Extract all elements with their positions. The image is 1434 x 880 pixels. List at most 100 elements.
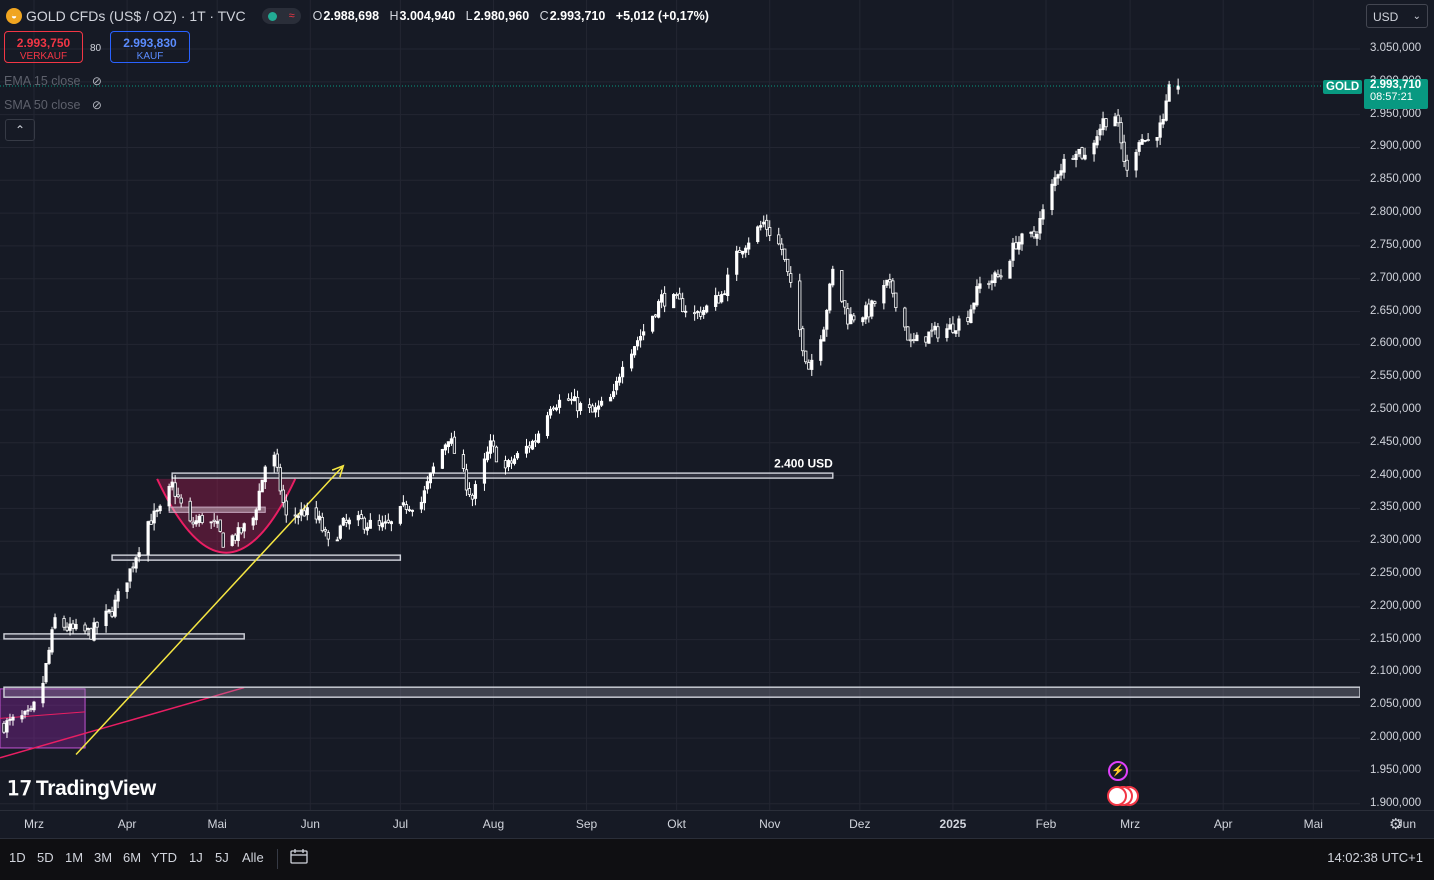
eye-hidden-icon[interactable]: ⊘ (91, 98, 102, 112)
candle-down (1104, 118, 1108, 128)
candle-up (299, 509, 303, 516)
candle-up (137, 552, 141, 558)
candle-down (566, 398, 571, 401)
candle-up (398, 506, 402, 524)
candle-up (536, 433, 541, 443)
candle-up (449, 438, 454, 444)
time-tick: Nov (759, 817, 781, 831)
candle-up (254, 509, 258, 521)
candle-down (765, 219, 769, 230)
range-button-5j[interactable]: 5J (215, 850, 229, 865)
time-tick: Apr (1213, 817, 1233, 831)
candle-up (927, 331, 931, 344)
price-tick: 2.350,000 (1370, 501, 1422, 514)
level-label: 2.400 USD (774, 457, 833, 471)
candle-down (491, 440, 496, 447)
candle-down (527, 445, 532, 449)
candle-up (1059, 170, 1063, 176)
ohlc-values: O2.988,698 H3.004,940 L2.980,960 C2.993,… (312, 9, 709, 23)
range-button-6m[interactable]: 6M (123, 850, 142, 865)
candlestick-chart[interactable]: 2.400 USD (0, 0, 1360, 810)
sell-button[interactable]: 2.993,750 VERKAUF (4, 31, 83, 63)
candle-up (260, 479, 264, 493)
chart-pane[interactable]: 2.400 USD (0, 0, 1360, 810)
candle-down (804, 350, 808, 363)
candle-up (735, 250, 739, 275)
range-button-ytd[interactable]: YTD (151, 850, 177, 865)
time-tick: Mai (207, 817, 227, 831)
range-button-1j[interactable]: 1J (189, 850, 203, 865)
symbol-title[interactable]: GOLD CFDs (US$ / OZ) · 1T · TVC (26, 8, 246, 24)
tradingview-logo[interactable]: 𝟣𝟩 TradingView (7, 776, 156, 801)
candle-up (1053, 177, 1057, 186)
candle-up (642, 331, 646, 336)
candle-down (1032, 230, 1036, 238)
candle-up (882, 285, 886, 304)
candle-up (1140, 138, 1144, 145)
candle-up (702, 309, 706, 315)
candle-up (365, 526, 369, 531)
candle-up (335, 539, 339, 542)
spread-value: 80 (90, 43, 102, 54)
market-status[interactable]: ≈ (261, 8, 301, 24)
clock[interactable]: 14:02:38 UTC+1 (1327, 850, 1423, 865)
candle-up (485, 451, 490, 461)
candle-down (494, 446, 499, 463)
candle-up (705, 305, 709, 313)
candle-up (251, 517, 255, 526)
candle-down (1014, 242, 1018, 250)
candle-up (158, 505, 162, 512)
indicator-ema[interactable]: EMA 15 close ⊘ (4, 74, 102, 88)
candle-up (557, 399, 562, 408)
event-lightning-icon[interactable]: ⚡ (1108, 761, 1128, 781)
gear-icon[interactable]: ⚙ (1389, 816, 1403, 833)
price-tick: 2.000,000 (1370, 731, 1422, 744)
price-tick: 2.650,000 (1370, 304, 1422, 317)
candle-up (488, 440, 493, 454)
price-tick: 1.900,000 (1370, 796, 1422, 809)
price-tick: 3.050,000 (1370, 42, 1422, 54)
price-tick: 2.450,000 (1370, 435, 1422, 448)
currency-select[interactable]: USD ⌄ (1366, 4, 1428, 28)
time-tick: Dez (849, 817, 871, 831)
range-button-alle[interactable]: Alle (242, 850, 264, 865)
price-tick: 2.300,000 (1370, 534, 1422, 547)
candle-down (149, 520, 153, 525)
tv-logo-icon: 𝟣𝟩 (7, 778, 32, 800)
low-value: 2.980,960 (473, 9, 530, 23)
range-button-5d[interactable]: 5D (37, 850, 54, 865)
candle-up (104, 610, 108, 627)
candle-down (533, 440, 538, 443)
candle-up (272, 454, 276, 467)
time-axis[interactable]: Mrz Apr Mai Jun Jul Aug Sep Okt Nov Dez 2025 Feb Mrz… (0, 810, 1434, 838)
candle-up (915, 334, 919, 342)
candle-up (194, 520, 198, 525)
candle-up (1035, 233, 1039, 239)
trend-arrow (75, 465, 344, 756)
candle-up (819, 339, 823, 361)
calendar-range-icon[interactable] (290, 848, 308, 864)
indicator-sma[interactable]: SMA 50 close ⊘ (4, 98, 102, 112)
candle-up (633, 346, 637, 356)
candle-down (386, 519, 390, 523)
candle-down (323, 529, 327, 532)
candle-up (1095, 136, 1099, 146)
chevron-down-icon: ⌄ (1412, 11, 1421, 22)
candle-up (68, 623, 72, 631)
buy-button[interactable]: 2.993,830 KAUF (110, 31, 190, 63)
range-button-1d[interactable]: 1D (9, 850, 26, 865)
candle-up (969, 309, 973, 324)
price-tick: 2.100,000 (1370, 665, 1422, 678)
sell-price: 2.993,750 (16, 36, 71, 50)
time-tick: Mai (1303, 817, 1323, 831)
economic-events-us-flag-icon[interactable] (1107, 786, 1141, 806)
range-button-3m[interactable]: 3M (94, 850, 113, 865)
range-button-1m[interactable]: 1M (65, 850, 84, 865)
candle-up (20, 715, 24, 720)
collapse-legend-button[interactable]: ⌃ (5, 119, 35, 141)
eye-hidden-icon[interactable]: ⊘ (91, 74, 102, 88)
indicator-sma-label: SMA 50 close (4, 98, 81, 112)
price-axis[interactable]: 3.050,0003.000,0002.950,0002.900,0002.85… (1360, 0, 1434, 810)
price-tick: 2.200,000 (1370, 599, 1422, 612)
candle-up (11, 716, 15, 721)
